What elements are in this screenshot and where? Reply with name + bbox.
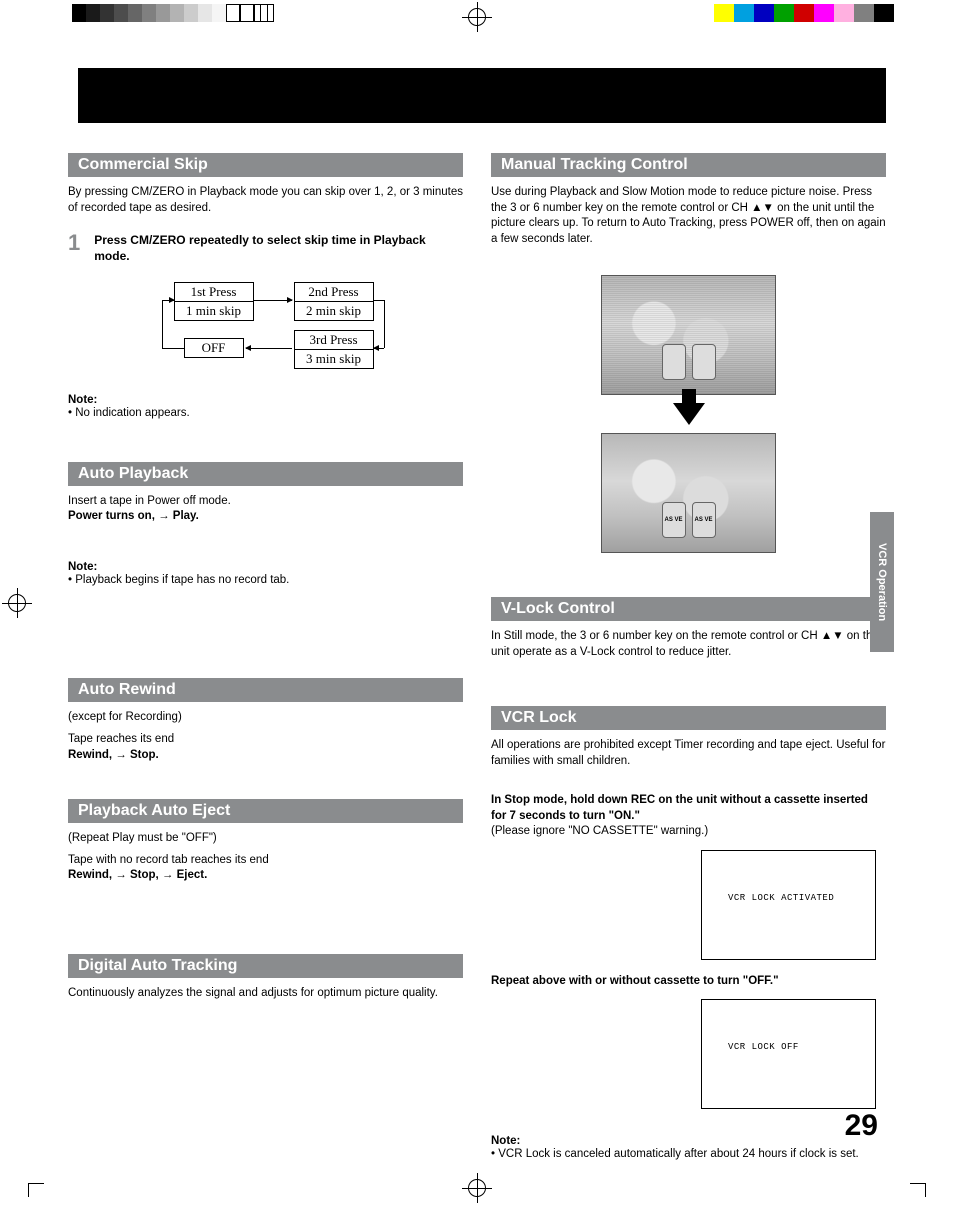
body-text: Continuously analyzes the signal and adj… — [68, 986, 463, 1002]
crop-mark — [260, 4, 274, 22]
note-item: • No indication appears. — [68, 406, 463, 422]
body-text: Power turns on, → Play. — [68, 509, 463, 525]
note-item: • Playback begins if tape has no record … — [68, 573, 463, 589]
note-label: Note: — [68, 561, 463, 573]
diagram-label: 1st Press — [175, 283, 253, 302]
registration-mark-top — [464, 4, 490, 30]
step-text: Press CM/ZERO repeatedly to select skip … — [94, 232, 463, 264]
can-label: AS VE — [692, 502, 716, 538]
diagram-label: 2 min skip — [295, 302, 373, 320]
body-text: Insert a tape in Power off mode. — [68, 494, 463, 510]
grayscale-bars — [72, 4, 268, 22]
crop-mark — [910, 1183, 926, 1197]
diagram-label: OFF — [185, 339, 243, 357]
body-text: Repeat above with or without cassette to… — [491, 974, 886, 990]
section-playback-auto-eject: Playback Auto Eject — [68, 799, 463, 823]
tv-image-noisy — [601, 275, 776, 395]
section-vlock: V-Lock Control — [491, 597, 886, 621]
body-text: (Please ignore "NO CASSETTE" warning.) — [491, 824, 886, 840]
body-text: In Still mode, the 3 or 6 number key on … — [491, 629, 886, 660]
screen-display: VCR LOCK OFF — [701, 999, 876, 1109]
body-text: Rewind, → Stop, → Eject. — [68, 868, 463, 884]
crop-mark — [28, 1183, 44, 1197]
registration-mark-bottom — [464, 1175, 490, 1201]
page-number: 29 — [845, 1109, 878, 1143]
section-vcr-lock: VCR Lock — [491, 706, 886, 730]
diagram-label: 1 min skip — [175, 302, 253, 320]
left-column: Commercial Skip By pressing CM/ZERO in P… — [68, 153, 463, 1163]
step-number: 1 — [68, 232, 80, 264]
section-digital-auto-tracking: Digital Auto Tracking — [68, 954, 463, 978]
color-bars — [714, 4, 894, 22]
diagram-label: 2nd Press — [295, 283, 373, 302]
printer-marks-top — [0, 0, 954, 30]
body-text: (except for Recording) — [68, 710, 463, 726]
screen-display: VCR LOCK ACTIVATED — [701, 850, 876, 960]
right-column: Manual Tracking Control Use during Playb… — [491, 153, 886, 1163]
section-auto-playback: Auto Playback — [68, 462, 463, 486]
columns: Commercial Skip By pressing CM/ZERO in P… — [60, 153, 894, 1163]
tv-image-clear: AS VE AS VE — [601, 433, 776, 553]
page-content: Commercial Skip By pressing CM/ZERO in P… — [60, 52, 894, 1153]
body-text: Tape reaches its end — [68, 732, 463, 748]
body-text: Use during Playback and Slow Motion mode… — [491, 185, 886, 247]
note-item: • VCR Lock is canceled automatically aft… — [491, 1147, 886, 1163]
skip-diagram: 1st Press 1 min skip 2nd Press 2 min ski… — [126, 282, 406, 382]
section-auto-rewind: Auto Rewind — [68, 678, 463, 702]
diagram-label: 3rd Press — [295, 331, 373, 350]
body-text: In Stop mode, hold down REC on the unit … — [491, 793, 886, 824]
body-text: Rewind, → Stop. — [68, 748, 463, 764]
body-text: Tape with no record tab reaches its end — [68, 853, 463, 869]
note-label: Note: — [491, 1135, 886, 1147]
screen-text: VCR LOCK OFF — [728, 1042, 799, 1052]
registration-mark-left — [4, 590, 30, 616]
note-label: Note: — [68, 394, 463, 406]
arrow-down-icon — [673, 403, 705, 425]
section-commercial-skip: Commercial Skip — [68, 153, 463, 177]
diagram-label: 3 min skip — [295, 350, 373, 368]
can-label: AS VE — [662, 502, 686, 538]
section-manual-tracking: Manual Tracking Control — [491, 153, 886, 177]
body-text: (Repeat Play must be "OFF") — [68, 831, 463, 847]
black-banner — [78, 68, 886, 123]
screen-text: VCR LOCK ACTIVATED — [728, 893, 834, 903]
body-text: All operations are prohibited except Tim… — [491, 738, 886, 769]
side-tab: VCR Operation — [870, 512, 894, 652]
body-text: By pressing CM/ZERO in Playback mode you… — [68, 185, 463, 216]
step-row: 1 Press CM/ZERO repeatedly to select ski… — [68, 232, 463, 264]
